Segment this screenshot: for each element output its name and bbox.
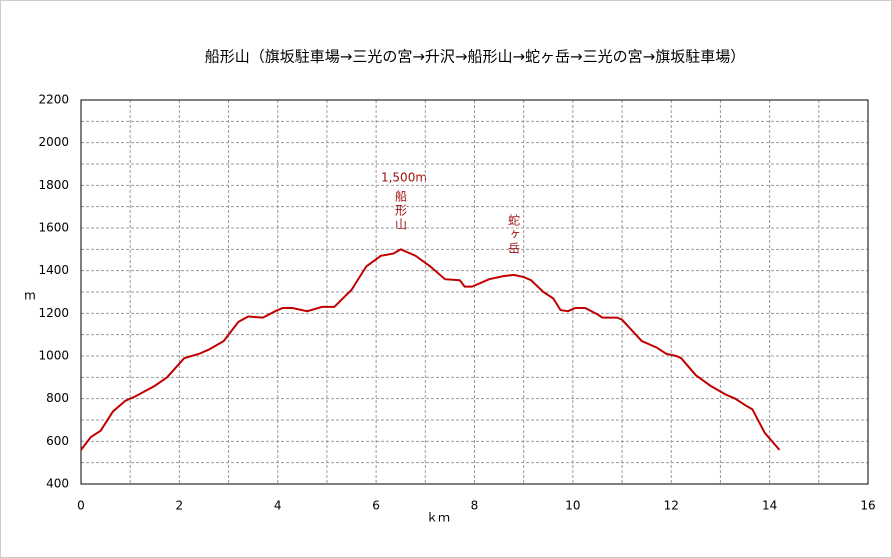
peak-name-label: 船形山 [394, 190, 408, 232]
y-tick-label: 800 [46, 391, 69, 405]
x-tick-label: 6 [372, 499, 380, 513]
elevation-line [80, 248, 781, 451]
x-tick-label: 12 [664, 499, 679, 513]
x-tick-label: 14 [762, 499, 777, 513]
peak-name-label: 蛇ヶ岳 [507, 213, 521, 256]
y-axis-label: m [24, 289, 36, 303]
plot-frame [80, 99, 869, 485]
x-tick-label: 8 [471, 499, 479, 513]
y-tick-label: 1000 [38, 349, 69, 363]
y-tick-label: 1600 [38, 221, 69, 235]
y-tick-label: 2000 [38, 135, 69, 149]
peak-elevation-label: 1,500m [381, 171, 427, 185]
y-tick-label: 1400 [38, 263, 69, 277]
chart-title: 船形山（旗坂駐車場→三光の宮→升沢→船形山→蛇ヶ岳→三光の宮→旗坂駐車場） [205, 48, 745, 66]
y-tick-label: 400 [46, 477, 69, 491]
x-tick-label: 16 [860, 499, 875, 513]
y-tick-label: 2200 [38, 93, 69, 107]
y-tick-label: 1800 [38, 178, 69, 192]
x-axis-label: ｋｍ [426, 511, 450, 525]
y-tick-label: 600 [46, 434, 69, 448]
x-tick-label: 0 [77, 499, 85, 513]
x-tick-label: 2 [176, 499, 184, 513]
y-tick-label: 1200 [38, 306, 69, 320]
x-tick-label: 4 [274, 499, 282, 513]
x-tick-label: 10 [565, 499, 580, 513]
